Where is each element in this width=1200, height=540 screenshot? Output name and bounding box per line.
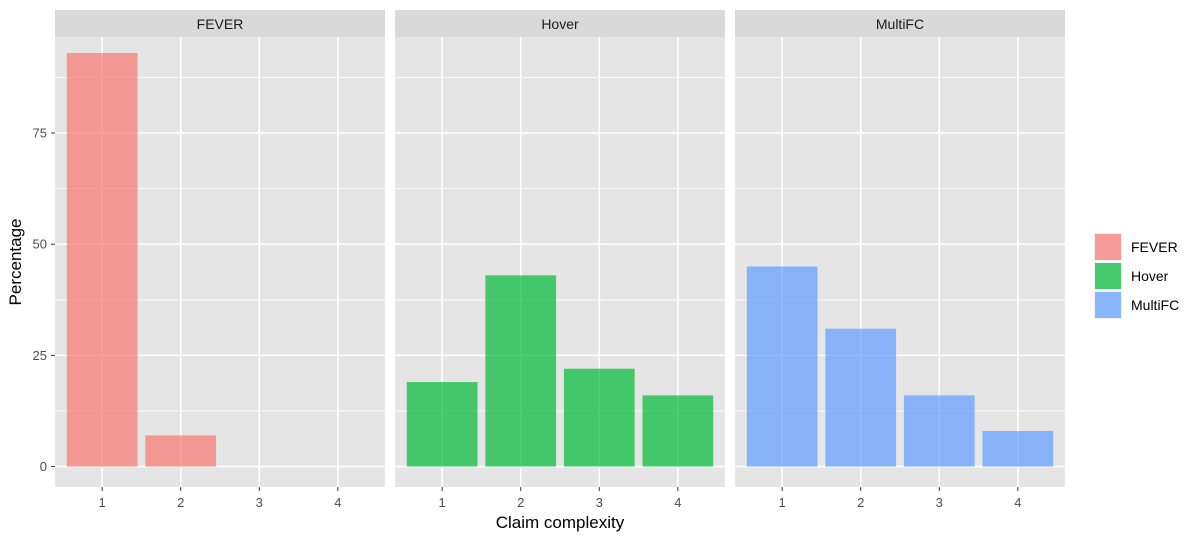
x-tick-label: 2 (857, 495, 864, 510)
facet-strip (735, 10, 1065, 37)
legend-swatch-fever (1095, 234, 1121, 260)
bar-multifc-4 (982, 430, 1054, 467)
bar-hover-3 (563, 368, 635, 467)
facet-panel-fever: FEVER 1 2 3 4 (55, 10, 385, 510)
facet-strip (55, 10, 385, 37)
bar-multifc-2 (825, 328, 897, 467)
y-tick-label: 50 (33, 237, 47, 252)
x-tick-label: 3 (256, 495, 263, 510)
bar-hover-2 (485, 275, 557, 467)
x-tick-label: 1 (779, 495, 786, 510)
bar-multifc-3 (903, 395, 975, 467)
bar-multifc-1 (746, 266, 818, 467)
legend-swatch-hover (1095, 263, 1121, 289)
x-tick-label: 4 (334, 495, 341, 510)
x-tick-label: 2 (177, 495, 184, 510)
facet-panel-hover: Hover 1 2 3 4 (395, 10, 725, 510)
y-tick-label: 75 (33, 126, 47, 141)
legend: FEVER Hover MultiFC (1094, 233, 1179, 319)
legend-label: FEVER (1131, 239, 1178, 255)
facet-strip-label: Hover (541, 16, 579, 32)
facet-strip-label: MultiFC (876, 16, 924, 32)
x-tick-label: 3 (936, 495, 943, 510)
x-tick-label: 4 (674, 495, 681, 510)
facet-strip-label: FEVER (197, 16, 244, 32)
x-tick-label: 2 (517, 495, 524, 510)
bar-fever-2 (145, 435, 217, 467)
legend-swatch-multifc (1095, 292, 1121, 318)
facet-panel-multifc: MultiFC 1 2 3 4 (735, 10, 1065, 510)
legend-label: Hover (1131, 268, 1169, 284)
bar-hover-4 (642, 395, 714, 467)
y-tick-label: 0 (40, 459, 47, 474)
y-axis-title: Percentage (6, 219, 25, 306)
legend-label: MultiFC (1131, 297, 1179, 313)
x-tick-label: 1 (439, 495, 446, 510)
bar-hover-1 (406, 382, 478, 467)
x-axis-title: Claim complexity (496, 513, 625, 532)
facet-strip (395, 10, 725, 37)
x-tick-label: 4 (1014, 495, 1021, 510)
y-tick-label: 25 (33, 348, 47, 363)
x-tick-label: 1 (99, 495, 106, 510)
bar-fever-1 (66, 53, 138, 467)
x-tick-label: 3 (596, 495, 603, 510)
